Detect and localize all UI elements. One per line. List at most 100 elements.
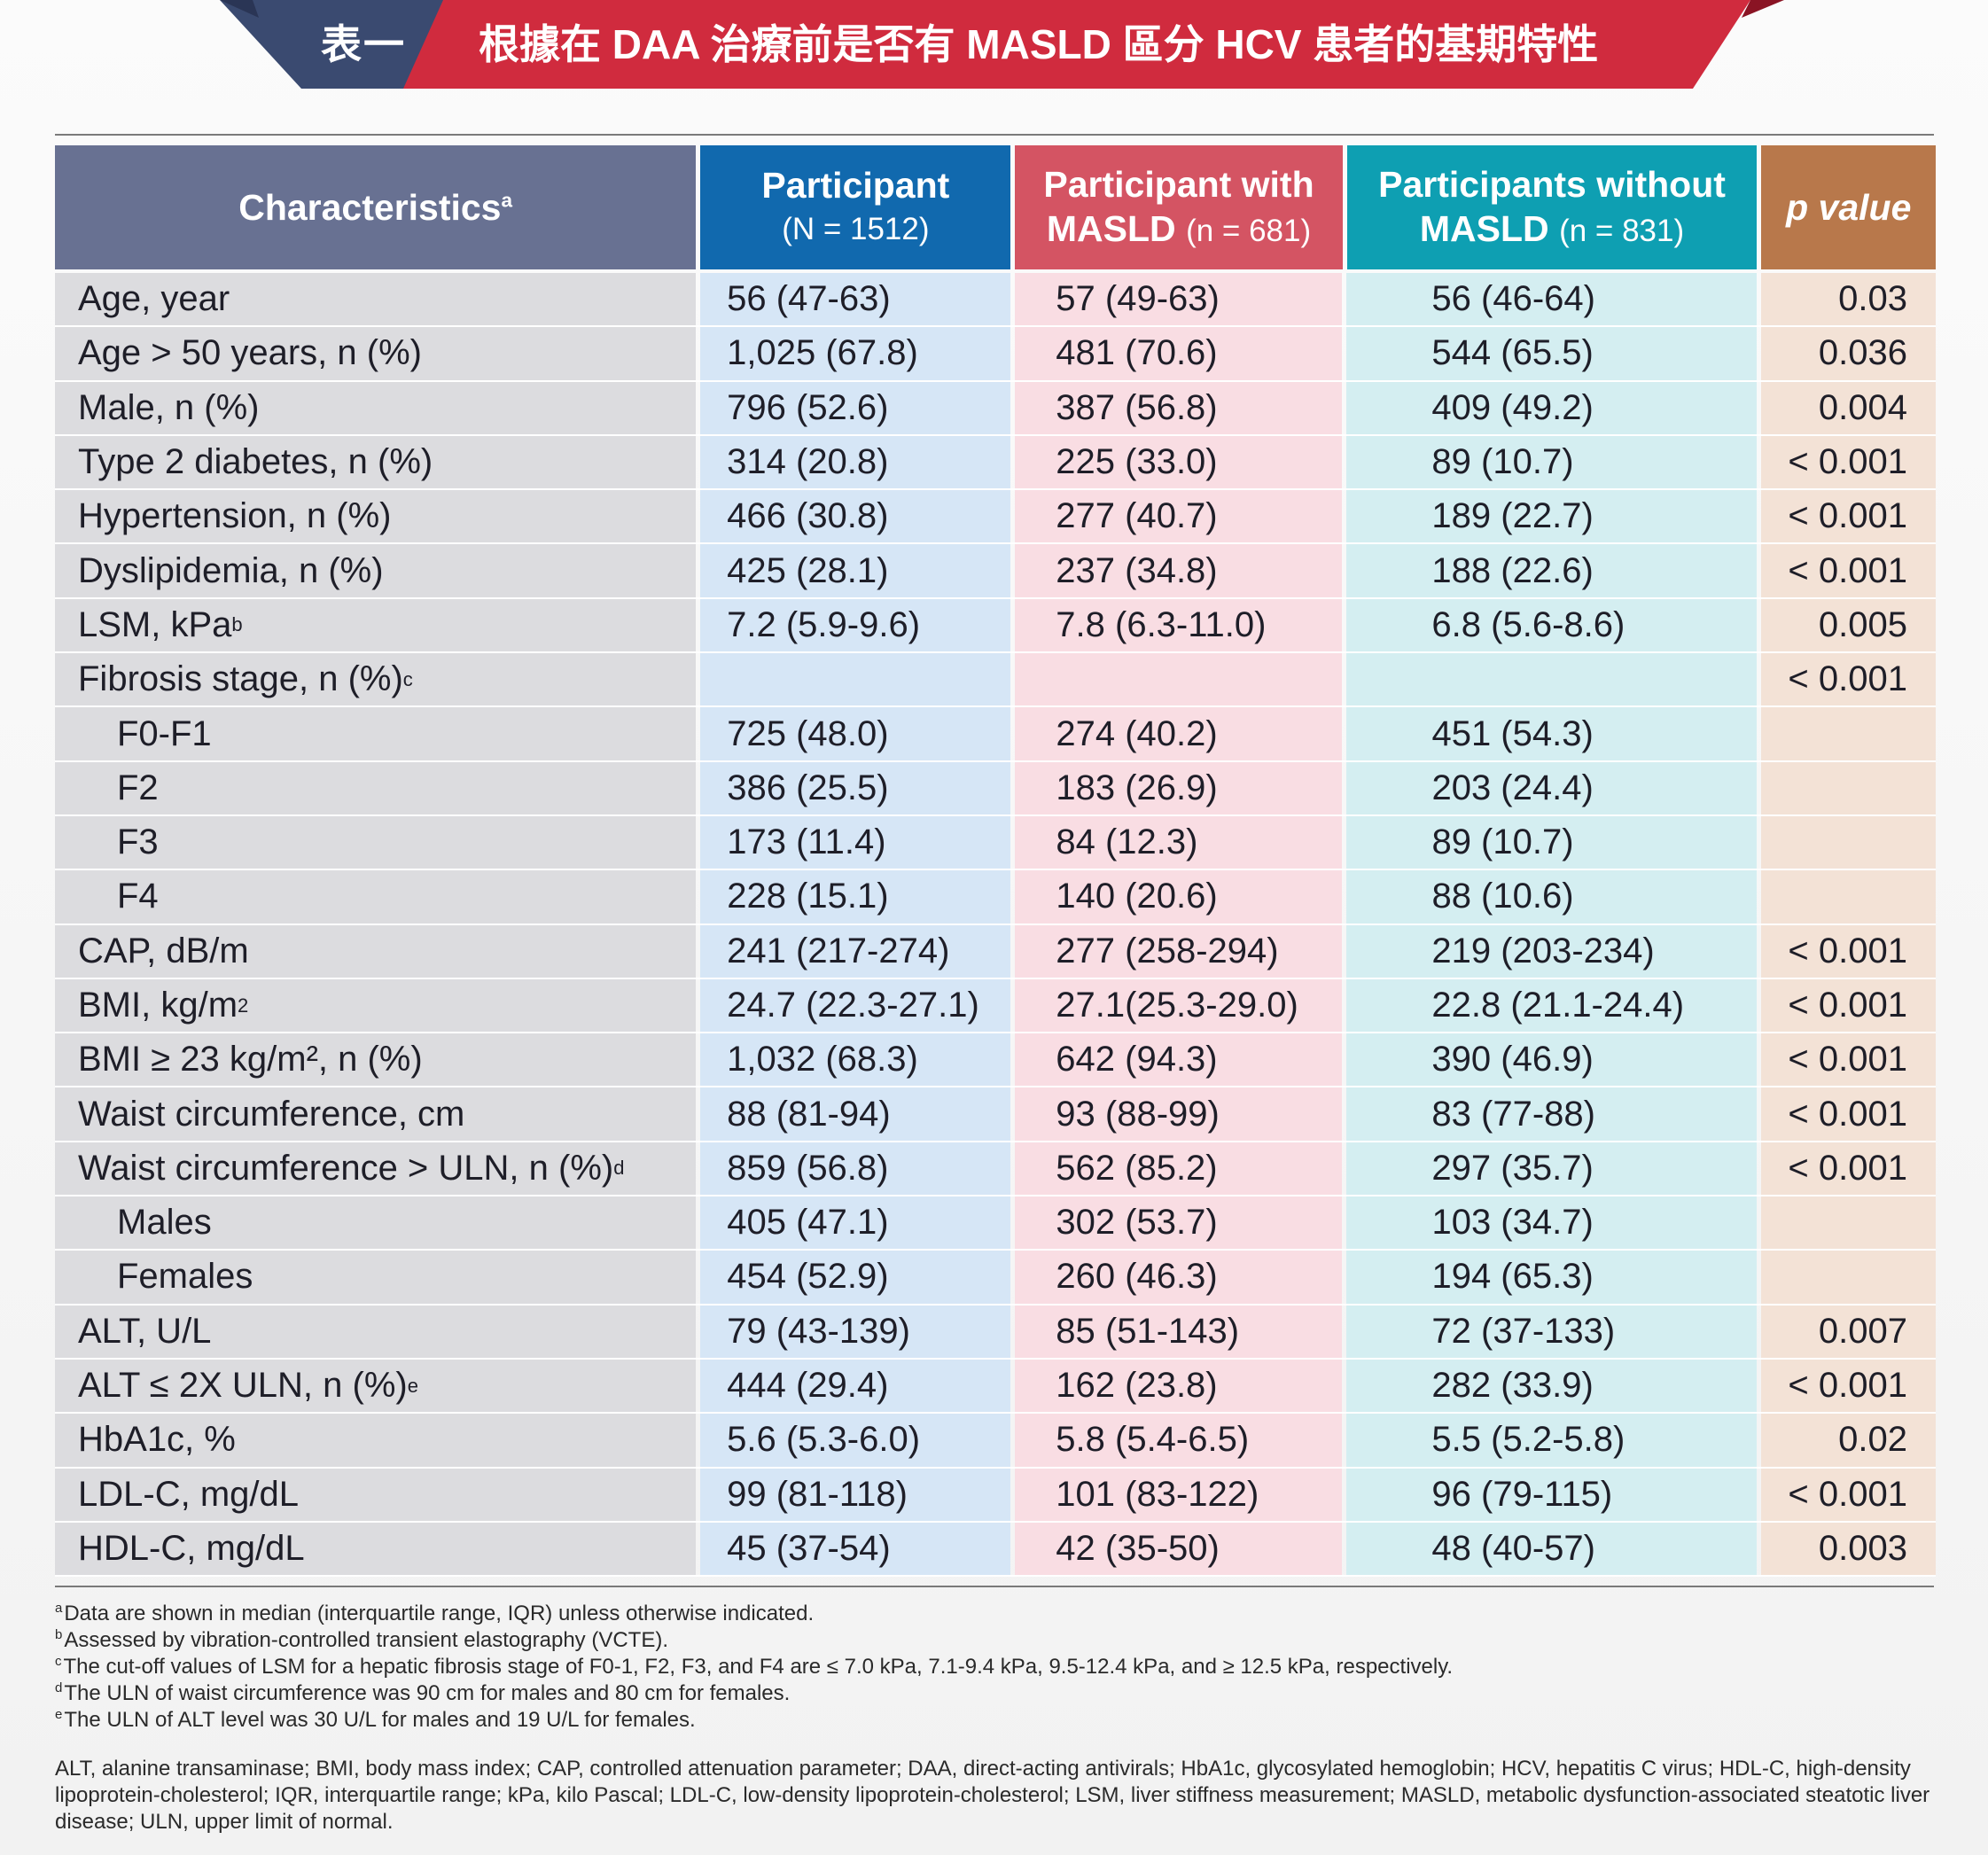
with-masld-value: 481 (70.6): [1015, 327, 1343, 380]
footnotes: aData are shown in median (interquartile…: [55, 1601, 1934, 1734]
header-characteristics: Characteristicsa: [55, 145, 697, 269]
row-label: Type 2 diabetes, n (%): [55, 435, 697, 489]
with-masld-value: 274 (40.2): [1015, 707, 1343, 760]
p-value: < 0.001: [1761, 978, 1936, 1033]
p-value: < 0.001: [1761, 435, 1936, 489]
table-row: Hypertension, n (%) 466 (30.8) 277 (40.7) 1…: [55, 490, 1936, 545]
table-row: Dyslipidemia, n (%) 425 (28.1) 237 (34.8) 1…: [55, 544, 1936, 599]
participant-value: [700, 653, 1011, 706]
p-value: < 0.001: [1761, 653, 1936, 706]
without-masld-value: [1346, 653, 1758, 706]
participant-value: 444 (29.4): [700, 1359, 1011, 1413]
bottom-rule: [55, 1586, 1934, 1587]
row-label: Dyslipidemia, n (%): [55, 544, 697, 597]
p-value: 0.005: [1761, 598, 1936, 652]
participant-value: 45 (37-54): [700, 1522, 1011, 1576]
table-row: LDL-C, mg/dL 99 (81-118) 101 (83-122) 96 (7…: [55, 1468, 1936, 1523]
participant-value: 88 (81-94): [700, 1087, 1011, 1141]
banner-shapes: [220, 0, 1784, 89]
p-value: 0.02: [1761, 1414, 1936, 1467]
p-value: [1761, 707, 1936, 760]
row-label: F3: [55, 815, 697, 869]
row-label: Fibrosis stage, n (%) c: [55, 653, 697, 706]
table-row: F4 228 (15.1) 140 (20.6) 88 (10.6): [55, 870, 1936, 925]
header-participant-with-masld: Participant with MASLD (n = 681): [1015, 145, 1343, 269]
row-label: F0-F1: [55, 707, 697, 760]
participant-value: 454 (52.9): [700, 1251, 1011, 1304]
without-masld-value: 203 (24.4): [1346, 761, 1758, 814]
without-masld-value: 451 (54.3): [1346, 707, 1758, 760]
without-masld-value: 103 (34.7): [1346, 1196, 1758, 1250]
row-label: ALT ≤ 2X ULN, n (%) e: [55, 1359, 697, 1413]
table-row: Age, year 56 (47-63) 57 (49-63) 56 (46-64) 0…: [55, 273, 1936, 328]
p-value: < 0.001: [1761, 1468, 1936, 1521]
without-masld-value: 188 (22.6): [1346, 544, 1758, 597]
banner-right-accent: [1742, 0, 1784, 18]
participant-value: 79 (43-139): [700, 1305, 1011, 1358]
banner-left-accent: [220, 0, 259, 18]
header-participant-without-masld: Participants without MASLD (n = 831): [1346, 145, 1758, 269]
participant-value: 466 (30.8): [700, 490, 1011, 543]
without-masld-value: 6.8 (5.6-8.6): [1346, 598, 1758, 652]
table-header: Characteristicsa Participant (N = 1512) …: [55, 145, 1937, 269]
participant-value: 314 (20.8): [700, 435, 1011, 489]
with-masld-value: 42 (35-50): [1015, 1522, 1343, 1576]
participant-value: 1,025 (67.8): [700, 327, 1011, 380]
table-row: BMI ≥ 23 kg/m², n (%) 1,032 (68.3) 642 (94…: [55, 1033, 1936, 1088]
with-masld-value: 140 (20.6): [1015, 870, 1343, 924]
participant-value: 241 (217-274): [700, 924, 1011, 978]
p-value: [1761, 1196, 1936, 1250]
without-masld-value: 88 (10.6): [1346, 870, 1758, 924]
row-label: Male, n (%): [55, 381, 697, 434]
participant-value: 405 (47.1): [700, 1196, 1011, 1250]
p-value: < 0.001: [1761, 1033, 1936, 1087]
row-label: Males: [55, 1196, 697, 1250]
row-label: Age > 50 years, n (%): [55, 327, 697, 380]
with-masld-value: 5.8 (5.4-6.5): [1015, 1414, 1343, 1467]
p-value: < 0.001: [1761, 490, 1936, 543]
without-masld-value: 83 (77-88): [1346, 1087, 1758, 1141]
table-row: Males 405 (47.1) 302 (53.7) 103 (34.7): [55, 1196, 1936, 1251]
row-label: Waist circumference, cm: [55, 1087, 697, 1141]
p-value: 0.036: [1761, 327, 1936, 380]
footnote: cThe cut-off values of LSM for a hepatic…: [55, 1654, 1454, 1679]
table-row: HDL-C, mg/dL 45 (37-54) 42 (35-50) 48 (40-5…: [55, 1522, 1936, 1578]
participant-value: 1,032 (68.3): [700, 1033, 1011, 1087]
table-row: F0-F1 725 (48.0) 274 (40.2) 451 (54.3): [55, 707, 1936, 762]
participant-value: 99 (81-118): [700, 1468, 1011, 1521]
with-masld-value: 85 (51-143): [1015, 1305, 1343, 1358]
table-row: Females 454 (52.9) 260 (46.3) 194 (65.3): [55, 1251, 1936, 1306]
without-masld-value: 48 (40-57): [1346, 1522, 1758, 1576]
without-masld-value: 390 (46.9): [1346, 1033, 1758, 1087]
abbreviations: ALT, alanine transaminase; BMI, body mas…: [55, 1757, 1930, 1834]
row-label: BMI ≥ 23 kg/m², n (%): [55, 1033, 697, 1087]
with-masld-value: 642 (94.3): [1015, 1033, 1343, 1087]
without-masld-value: 544 (65.5): [1346, 327, 1758, 380]
table-row: Age > 50 years, n (%) 1,025 (67.8) 481 (70…: [55, 327, 1936, 382]
without-masld-value: 96 (79-115): [1346, 1468, 1758, 1521]
table-body: Age, year 56 (47-63) 57 (49-63) 56 (46-64) 0…: [55, 273, 1936, 1578]
p-value: [1761, 870, 1936, 924]
p-value: < 0.001: [1761, 1359, 1936, 1413]
with-masld-value: 237 (34.8): [1015, 544, 1343, 597]
header-participant: Participant (N = 1512): [700, 145, 1011, 269]
participant-value: 796 (52.6): [700, 381, 1011, 434]
participant-value: 24.7 (22.3-27.1): [700, 978, 1011, 1033]
with-masld-value: 302 (53.7): [1015, 1196, 1343, 1250]
table-row: Male, n (%) 796 (52.6) 387 (56.8) 409 (49.2…: [55, 381, 1936, 436]
row-label: F2: [55, 761, 697, 814]
row-label: HDL-C, mg/dL: [55, 1522, 697, 1576]
p-value: < 0.001: [1761, 544, 1936, 597]
header-p-value: p value: [1761, 145, 1937, 269]
banner-tag-shape: [220, 0, 470, 89]
banner-title-shape: [403, 0, 1750, 89]
with-masld-value: 101 (83-122): [1015, 1468, 1343, 1521]
with-masld-value: 277 (40.7): [1015, 490, 1343, 543]
participant-value: 56 (47-63): [700, 273, 1011, 326]
row-label: HbA1c, %: [55, 1414, 697, 1467]
participant-value: 425 (28.1): [700, 544, 1011, 597]
with-masld-value: 93 (88-99): [1015, 1087, 1343, 1141]
with-masld-value: 277 (258-294): [1015, 924, 1343, 978]
without-masld-value: 297 (35.7): [1346, 1142, 1758, 1196]
without-masld-value: 219 (203-234): [1346, 924, 1758, 978]
